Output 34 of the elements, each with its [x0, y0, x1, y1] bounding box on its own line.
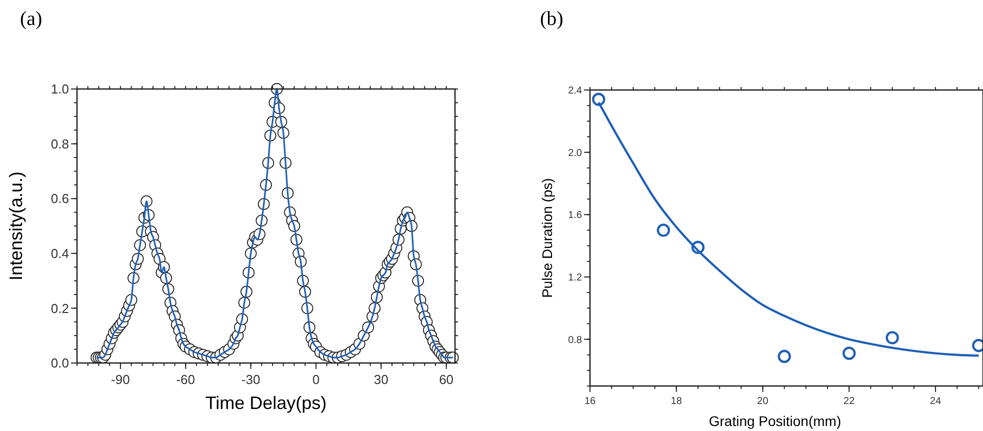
point: [778, 350, 791, 363]
y-tick-label: 1.2: [568, 272, 582, 284]
point: [656, 224, 670, 237]
x-tick-label: 16: [584, 396, 596, 407]
y-tick-label: 0.8: [50, 136, 69, 152]
x-axis-title: Grating Position(mm): [708, 413, 842, 429]
x-tick-label: 18: [670, 396, 682, 407]
y-axis-title: Intensity(a.u.): [6, 171, 26, 281]
y-tick-label: 1.6: [568, 210, 582, 222]
y-tick-label: 0.4: [50, 246, 69, 261]
y-tick-label: 0.6: [50, 191, 69, 206]
point: [691, 240, 705, 254]
x-tick-label: 22: [844, 396, 856, 407]
y-tick-label: 2.0: [568, 148, 582, 159]
x-tick-label: -30: [241, 372, 260, 387]
y-tick-label: 1.0: [50, 82, 69, 97]
x-tick-label: -60: [176, 372, 196, 387]
x-tick-label: -90: [111, 372, 130, 387]
point: [842, 346, 856, 360]
y-tick-label: 2.4: [568, 86, 582, 96]
x-tick-label: 20: [757, 396, 769, 407]
y-tick-label: 0.8: [568, 334, 582, 346]
chart-title: (a): [20, 8, 42, 30]
y-tick-label: 0.2: [50, 300, 69, 316]
chart-title: (b): [540, 8, 564, 30]
x-tick-label: 0: [312, 372, 320, 387]
y-tick-label: 0.0: [50, 356, 69, 371]
point: [592, 92, 606, 106]
x-axis-title: Time Delay(ps): [205, 393, 327, 413]
point: [886, 331, 899, 344]
x-tick-label: 24: [930, 396, 942, 407]
x-tick-label: 30: [374, 372, 388, 387]
y-axis-title: Pulse Duration (ps): [539, 178, 555, 298]
x-tick-label: 60: [439, 372, 454, 387]
